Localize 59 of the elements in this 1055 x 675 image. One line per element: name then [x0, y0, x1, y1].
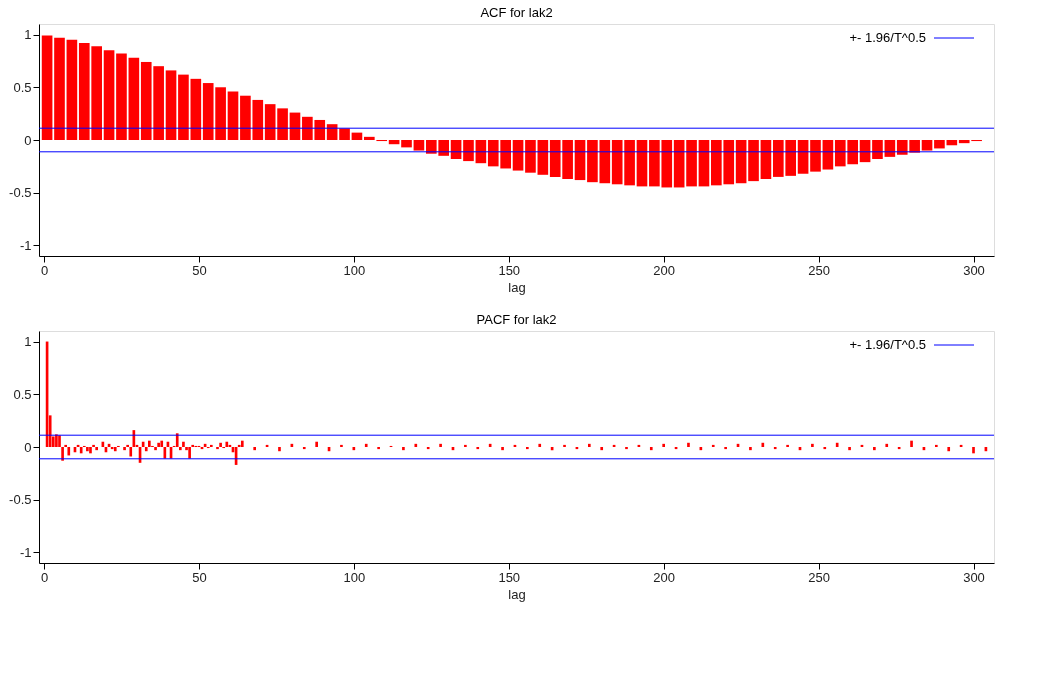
- x-tick-label: 300: [963, 569, 985, 585]
- y-tick-label: 1: [24, 334, 32, 350]
- bar: [574, 140, 586, 181]
- bar: [128, 57, 140, 140]
- bar: [735, 140, 747, 184]
- x-tick-label: 150: [498, 569, 521, 585]
- x-tick-label: 100: [343, 262, 366, 278]
- bar: [525, 140, 536, 173]
- chart-title: ACF for lak2: [480, 5, 553, 20]
- x-tick-label: 0: [40, 262, 49, 278]
- y-tick-label: -0.5: [9, 185, 32, 201]
- bar: [413, 140, 425, 151]
- x-tick-label: 200: [653, 262, 676, 278]
- legend-label: +- 1.96/T^0.5: [849, 30, 926, 45]
- bar: [822, 140, 834, 170]
- legend-label: +- 1.96/T^0.5: [849, 337, 926, 352]
- bar: [797, 140, 809, 174]
- bar: [810, 140, 821, 172]
- bar: [41, 35, 53, 140]
- bar: [339, 128, 350, 140]
- bar: [760, 140, 772, 180]
- bar: [673, 140, 685, 188]
- y-tick-label: 1: [24, 27, 32, 43]
- bar: [463, 140, 474, 162]
- y-tick-label: -0.5: [9, 492, 32, 508]
- y-tick-label: 0.5: [13, 386, 32, 402]
- x-tick-label: 250: [808, 569, 830, 585]
- bar: [66, 39, 78, 140]
- bar: [227, 91, 239, 140]
- bar: [364, 136, 375, 140]
- x-tick-label: 200: [653, 569, 676, 585]
- y-tick-label: 0.5: [13, 79, 32, 95]
- x-tick-label: 150: [498, 262, 521, 278]
- bar: [54, 37, 65, 140]
- bar: [512, 140, 524, 171]
- y-tick-label: 0: [24, 132, 32, 148]
- bar: [116, 53, 127, 140]
- x-tick-label: 50: [192, 569, 207, 585]
- y-tick-label: -1: [19, 544, 32, 560]
- x-tick-label: 100: [343, 569, 366, 585]
- bar: [165, 70, 177, 140]
- bar: [686, 140, 697, 187]
- bar: [636, 140, 648, 187]
- x-tick-label: 50: [192, 262, 207, 278]
- bar: [921, 140, 933, 151]
- x-tick-label: 300: [963, 262, 985, 278]
- y-tick-label: -1: [19, 237, 32, 253]
- bar: [103, 50, 115, 140]
- x-tick-label: 250: [808, 262, 830, 278]
- x-axis-title: lag: [508, 586, 526, 602]
- chart-title: PACF for lak2: [476, 312, 557, 327]
- bar: [748, 140, 759, 182]
- bar: [401, 140, 412, 148]
- bar: [537, 140, 549, 175]
- bar: [698, 140, 710, 187]
- x-axis-title: lag: [508, 279, 526, 295]
- y-tick-label: 0: [24, 439, 32, 455]
- bar: [872, 140, 883, 159]
- x-tick-label: 0: [40, 569, 49, 585]
